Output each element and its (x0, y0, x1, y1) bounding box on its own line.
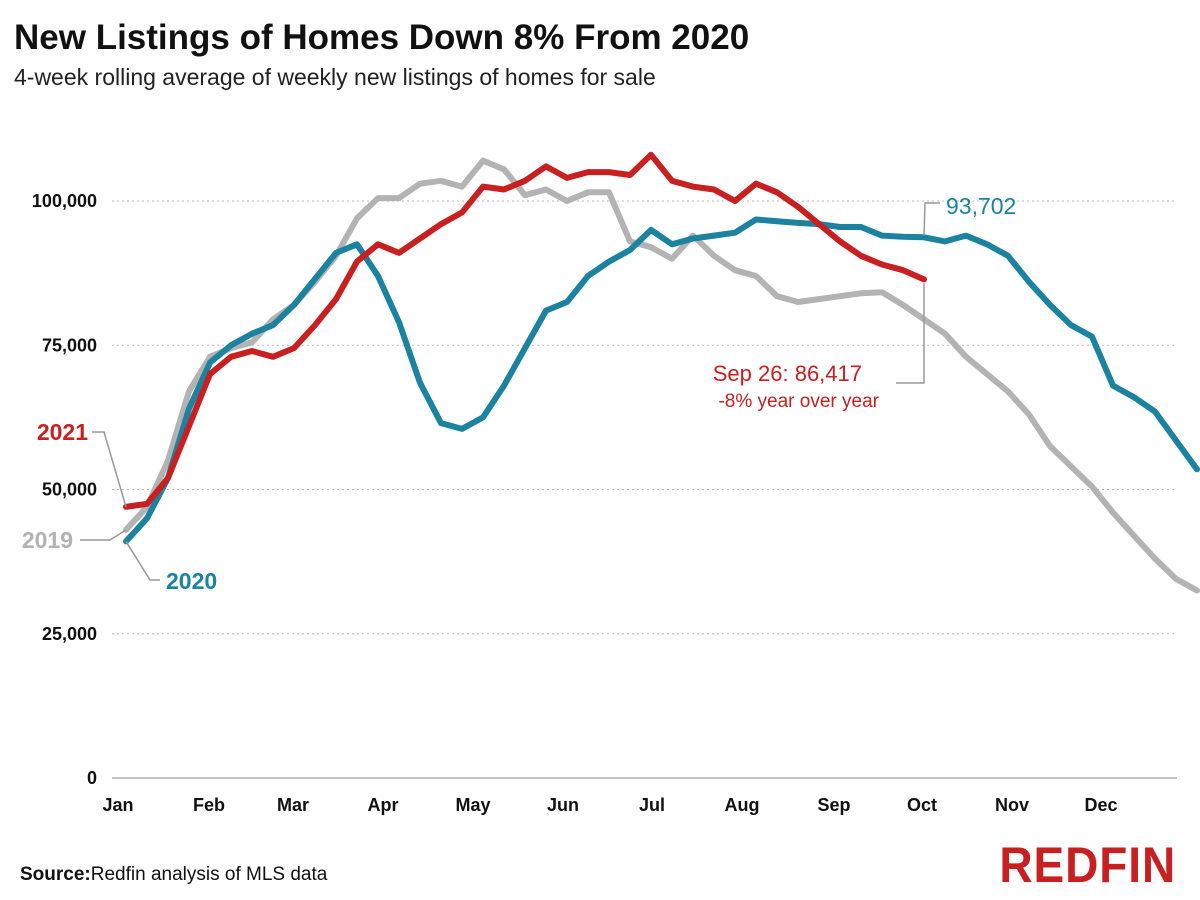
y-tick-label: 25,000 (42, 624, 97, 644)
x-tick-label: Dec (1084, 795, 1117, 815)
leader-line-2021 (92, 431, 127, 508)
leader-line-sep26 (896, 283, 925, 384)
source-text: Redfin analysis of MLS data (90, 864, 328, 885)
series-line-2020 (123, 216, 1200, 545)
x-tick-label: Apr (368, 795, 399, 815)
leader-line-2020 (125, 541, 160, 581)
x-tick-label: Feb (193, 795, 225, 815)
value-label-2020: 93,702 (946, 193, 1016, 219)
y-tick-label: 75,000 (42, 335, 97, 355)
leader-line-93702 (923, 202, 940, 236)
y-tick-label: 100,000 (32, 191, 97, 211)
x-tick-label: Sep (817, 795, 850, 815)
x-tick-label: Nov (995, 795, 1029, 815)
x-tick-label: Mar (277, 795, 309, 815)
label-2020: 2020 (166, 568, 217, 594)
value-label-2021: Sep 26: 86,417 (713, 361, 862, 386)
leader-line-2019 (80, 529, 127, 541)
x-tick-label: Jun (547, 795, 579, 815)
x-tick-label: Jul (639, 795, 665, 815)
yoy-label-2021: -8% year over year (718, 391, 879, 412)
y-tick-label: 50,000 (42, 480, 97, 500)
series-line-2019 (123, 157, 1200, 594)
x-tick-label: Aug (725, 795, 760, 815)
y-tick-label: 0 (87, 768, 97, 788)
source-label: Source: (20, 864, 91, 885)
source-note: Source:Redfin analysis of MLS data (20, 864, 327, 886)
redfin-logo: REDFIN (999, 837, 1176, 893)
x-tick-label: May (455, 795, 490, 815)
chart-subtitle: 4-week rolling average of weekly new lis… (14, 64, 656, 90)
chart-title: New Listings of Homes Down 8% From 2020 (14, 18, 750, 57)
series-line-2021 (123, 151, 927, 510)
label-2019: 2019 (22, 527, 73, 553)
x-tick-label: Oct (907, 795, 937, 815)
x-tick-label: Jan (102, 795, 133, 815)
label-2021: 2021 (37, 419, 88, 445)
